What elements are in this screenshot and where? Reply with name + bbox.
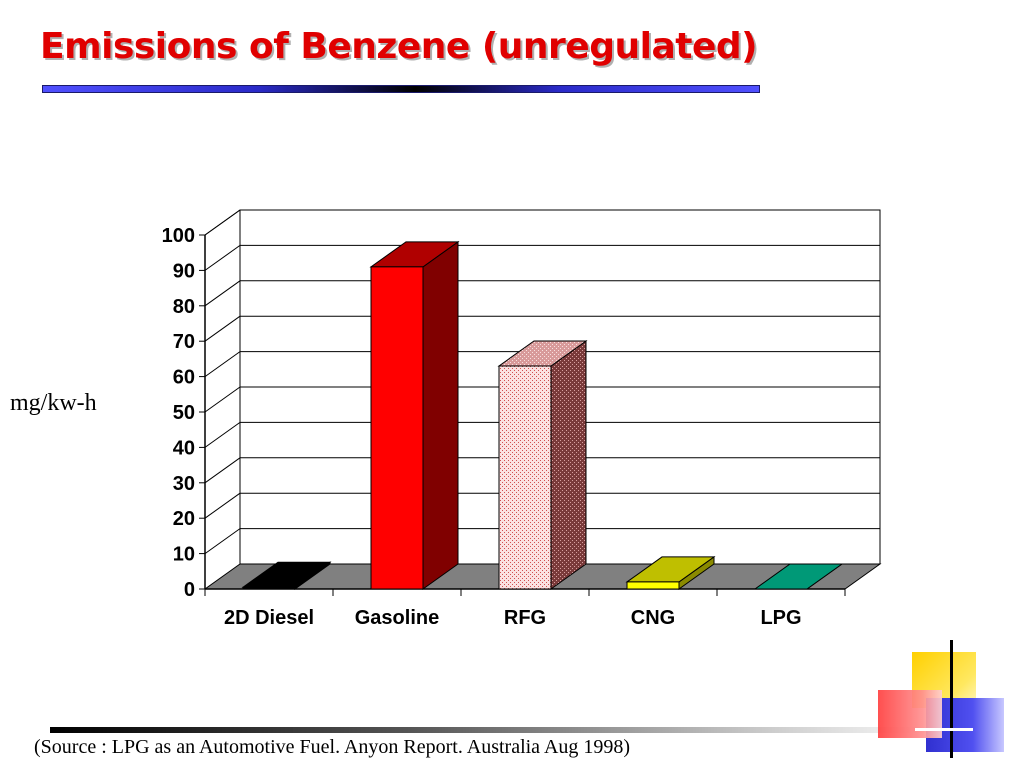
- bar: [241, 561, 332, 590]
- bar-front: [498, 365, 552, 590]
- decor-vertical-line: [950, 640, 953, 758]
- bar: [369, 240, 460, 590]
- x-category-label: LPG: [760, 607, 801, 629]
- gridline-side: [204, 244, 241, 271]
- decor-horizontal-line: [915, 728, 973, 731]
- bar: [497, 340, 588, 590]
- gridline-side: [204, 351, 241, 378]
- bar-side: [422, 240, 459, 590]
- y-tick-label: 0: [184, 579, 195, 601]
- y-tick-label: 30: [173, 473, 195, 495]
- side-wall-top: [204, 209, 241, 236]
- y-tick-label: 100: [162, 225, 195, 247]
- title-underline-bar: [42, 85, 760, 93]
- y-tick-label: 80: [173, 296, 195, 318]
- x-category-label: 2D Diesel: [224, 607, 314, 629]
- y-tick-label: 20: [173, 508, 195, 530]
- bar: [753, 563, 844, 590]
- gridline-side: [204, 457, 241, 484]
- source-divider: [50, 727, 950, 733]
- y-tick-label: 70: [173, 331, 195, 353]
- x-category-label: CNG: [631, 607, 675, 629]
- gridline-side: [204, 386, 241, 413]
- x-category-label: Gasoline: [355, 607, 439, 629]
- y-tick-label: 40: [173, 437, 195, 459]
- bar-side: [550, 340, 587, 590]
- y-axis-label: mg/kw-h: [10, 390, 97, 416]
- slide-title: Emissions of Benzene (unregulated): [40, 26, 758, 67]
- bar-front: [370, 266, 424, 590]
- bar: [625, 555, 716, 590]
- y-tick-label: 10: [173, 544, 195, 566]
- gridline-side: [204, 492, 241, 519]
- bar-front: [626, 581, 680, 590]
- bar-front: [242, 586, 296, 590]
- gridline-side: [204, 315, 241, 342]
- gridline-side: [204, 421, 241, 448]
- y-tick-label: 90: [173, 260, 195, 282]
- gridline-side: [204, 280, 241, 307]
- gridline-side: [204, 528, 241, 555]
- y-tick-label: 50: [173, 402, 195, 424]
- y-tick-label: 60: [173, 367, 195, 389]
- source-note: (Source : LPG as an Automotive Fuel. Any…: [34, 736, 631, 758]
- x-category-label: RFG: [504, 607, 546, 629]
- bar-top: [753, 563, 844, 590]
